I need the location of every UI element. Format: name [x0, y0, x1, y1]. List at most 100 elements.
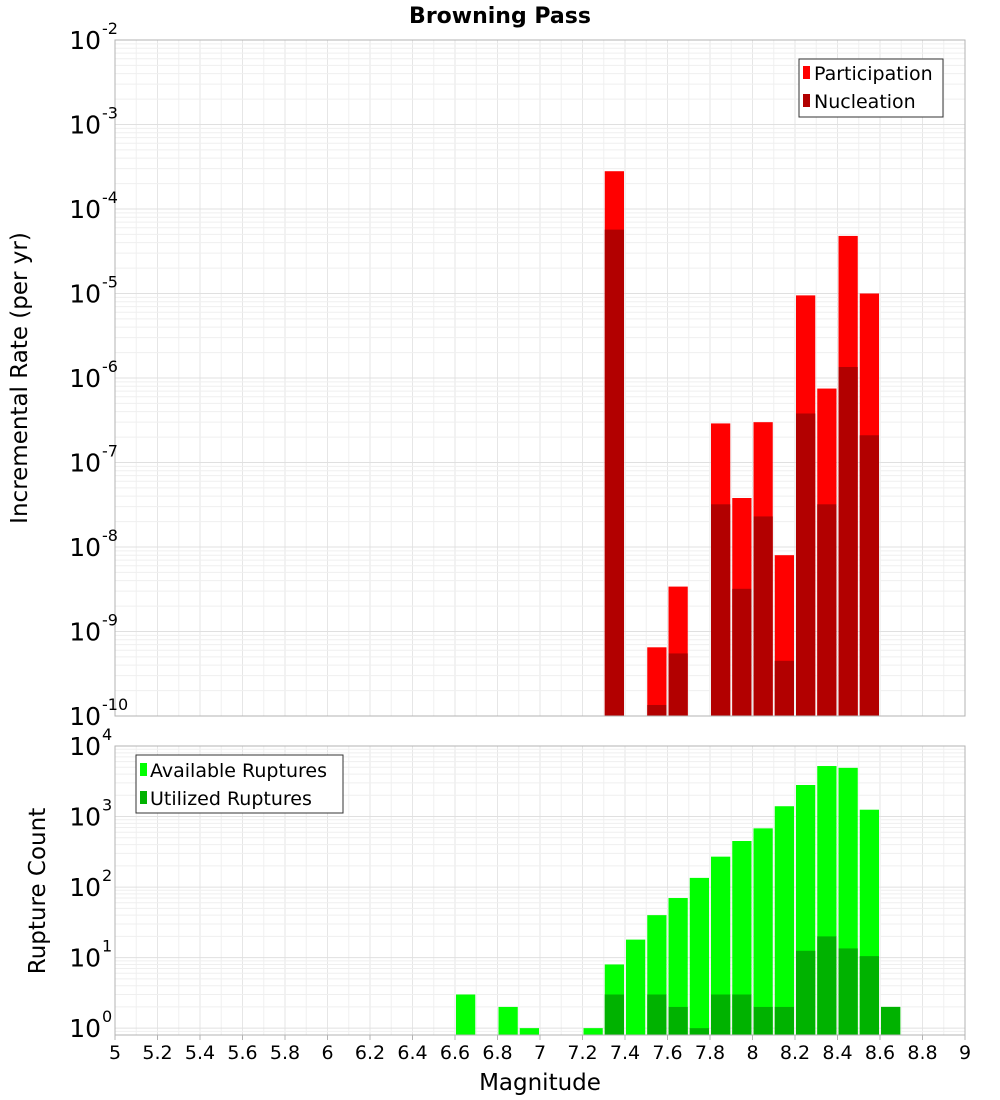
bottom-bar-utilized-ruptures [796, 950, 816, 1035]
bottom-bar-available-ruptures [689, 877, 709, 1035]
y-tick-exponent: -4 [102, 188, 118, 207]
x-tick-label: 8.6 [865, 1042, 895, 1064]
x-tick-label: 7.4 [610, 1042, 640, 1064]
y-tick-label: 10 -7 [69, 442, 118, 478]
available-legend-label: Available Ruptures [150, 760, 327, 782]
utilized-legend-label: Utilized Ruptures [150, 788, 312, 810]
y-tick-exponent: -9 [102, 611, 118, 630]
bottom-bar-available-ruptures [583, 1028, 603, 1035]
y-tick-label: 10 -8 [69, 526, 118, 562]
y-tick-label: 10 2 [69, 866, 112, 902]
y-tick-label: 10 4 [69, 725, 112, 761]
x-tick-label: 6.6 [440, 1042, 470, 1064]
top-bar-nucleation [859, 435, 879, 716]
y-tick-base: 10 [69, 280, 101, 309]
bottom-legend-box [135, 754, 344, 814]
top-bar-nucleation [796, 413, 816, 716]
y-tick-exponent: -8 [102, 526, 118, 545]
y-tick-exponent: 4 [102, 725, 112, 744]
bottom-bar-utilized-ruptures [838, 948, 858, 1035]
y-tick-exponent: -7 [102, 442, 118, 461]
y-tick-base: 10 [69, 111, 101, 140]
bottom-bar-available-ruptures [626, 939, 646, 1035]
y-tick-base: 10 [69, 26, 101, 55]
y-tick-label: 10 -5 [69, 273, 118, 309]
x-tick-label: 8.2 [780, 1042, 810, 1064]
y-tick-base: 10 [69, 1014, 101, 1043]
top-bar-nucleation [647, 704, 667, 716]
y-tick-base: 10 [69, 702, 101, 731]
nucleation-legend-label: Nucleation [814, 91, 916, 113]
y-tick-label: 10 -4 [69, 188, 118, 224]
bottom-bar-utilized-ruptures [711, 994, 731, 1035]
x-tick-label: 7.2 [567, 1042, 597, 1064]
y-tick-label: 10 -10 [69, 695, 128, 731]
y-tick-exponent: -10 [102, 695, 128, 714]
x-tick-label: 9 [959, 1042, 971, 1064]
top-bar-nucleation [732, 588, 752, 716]
y-tick-label: 10 3 [69, 796, 112, 832]
y-tick-label: 10 -6 [69, 357, 118, 393]
y-tick-label: 10 -2 [69, 19, 118, 55]
y-tick-exponent: 3 [102, 796, 112, 815]
bottom-bar-utilized-ruptures [689, 1028, 709, 1035]
top-grid [114, 40, 966, 717]
y-tick-label: 10 1 [69, 937, 112, 973]
top-bar-participation [647, 647, 667, 716]
bottom-bar-available-ruptures [774, 806, 794, 1035]
bottom-bar-available-ruptures [732, 841, 752, 1035]
top-plot-border [114, 39, 966, 717]
x-tick-label: 7.8 [695, 1042, 725, 1064]
bottom-bar-available-ruptures [753, 828, 773, 1035]
bottom-bar-available-ruptures [456, 994, 476, 1035]
bottom-bar-available-ruptures [668, 898, 688, 1035]
y-tick-base: 10 [69, 195, 101, 224]
bottom-bar-utilized-ruptures [774, 1006, 794, 1035]
x-tick-label: 5.8 [270, 1042, 300, 1064]
bottom-bar-utilized-ruptures [859, 956, 879, 1035]
y-tick-exponent: 0 [102, 1007, 112, 1026]
top-bar-nucleation [668, 653, 688, 716]
bottom-bar-available-ruptures [519, 1028, 539, 1035]
x-tick-label: 7 [534, 1042, 546, 1064]
participation-legend-label: Participation [814, 63, 933, 85]
bottom-bar-utilized-ruptures [604, 994, 624, 1035]
available-swatch [140, 763, 147, 776]
top-bar-nucleation [711, 504, 731, 716]
x-axis-label: Magnitude [479, 1070, 601, 1096]
x-tick-label: 8.8 [907, 1042, 937, 1064]
x-tick-label: 6.8 [482, 1042, 512, 1064]
y-tick-label: 10 -3 [69, 104, 118, 140]
chart-title: Browning Pass [409, 4, 591, 29]
bottom-legend: Available Ruptures Utilized Ruptures [135, 754, 344, 814]
x-tick-label: 7.6 [652, 1042, 682, 1064]
x-tick-label: 8 [746, 1042, 758, 1064]
top-bar-nucleation [774, 660, 794, 716]
y-tick-label: 10 0 [69, 1007, 112, 1043]
y-tick-exponent: -6 [102, 357, 118, 376]
bottom-bar-utilized-ruptures [668, 1006, 688, 1035]
utilized-swatch [140, 791, 147, 804]
bottom-bar-utilized-ruptures [647, 994, 667, 1035]
x-tick-label: 5 [109, 1042, 121, 1064]
y-tick-base: 10 [69, 873, 101, 902]
top-bar-nucleation [604, 229, 624, 716]
bottom-bar-utilized-ruptures [817, 936, 837, 1035]
bottom-bar-utilized-ruptures [753, 1006, 773, 1035]
y-tick-base: 10 [69, 364, 101, 393]
y-tick-base: 10 [69, 533, 101, 562]
top-y-axis-label: Incremental Rate (per yr) [7, 232, 33, 524]
top-bar-nucleation [753, 516, 773, 716]
bottom-bar-utilized-ruptures [732, 994, 752, 1035]
top-bar-nucleation [838, 366, 858, 716]
x-tick-label: 5.6 [227, 1042, 257, 1064]
x-ticks: 5 5.2 5.4 5.6 5.8 6 6.2 6.4 6.6 6.8 7 7.2 7.4 7.6 7.8 8… [109, 1035, 971, 1064]
x-tick-label: 8.4 [822, 1042, 852, 1064]
bottom-bar-utilized-ruptures [881, 1006, 901, 1035]
y-tick-exponent: -5 [102, 273, 118, 292]
y-tick-base: 10 [69, 732, 101, 761]
